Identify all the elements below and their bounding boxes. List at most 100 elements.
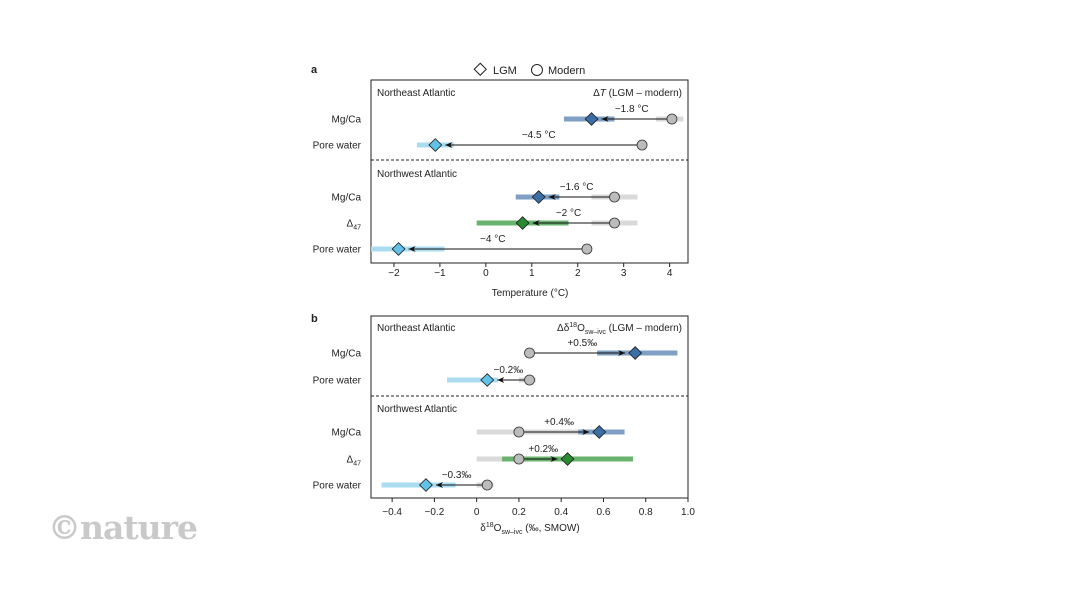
row-label: Mg/Ca xyxy=(332,115,362,126)
panel-a-header-delta: Δ xyxy=(593,88,600,99)
change-arrow-head xyxy=(497,377,505,383)
panel-b-header: Δδ18Osw–ivc (LGM – modern) xyxy=(557,322,682,336)
change-arrow-head xyxy=(532,220,540,226)
panel-b: b Northeast Atlantic Northwest Atlantic … xyxy=(311,313,695,536)
row-label-sub: 47 xyxy=(353,461,361,468)
legend-modern-label: Modern xyxy=(548,65,585,77)
row-label: Mg/Ca xyxy=(332,349,362,360)
lgm-marker xyxy=(419,478,433,492)
panel-b-header-sub: sw–ivc xyxy=(585,329,607,336)
row-label: Mg/Ca xyxy=(332,193,362,204)
panel-b-region-northwest: Northwest Atlantic xyxy=(377,404,457,415)
delta-label: +0.2‰ xyxy=(528,444,558,455)
change-arrow-head xyxy=(445,142,453,148)
panel-b-x-axis-title: δ18Osw–ivc (‰, SMOW) xyxy=(480,522,579,536)
change-arrow-head xyxy=(550,456,558,462)
delta-label: −4 °C xyxy=(480,234,505,245)
delta-label: −1.6 °C xyxy=(560,182,594,193)
row-label: Pore water xyxy=(313,141,362,152)
row-label: Mg/Ca xyxy=(332,428,362,439)
panel-b-xlabel-main: δ xyxy=(480,523,486,534)
panel-a-x-axis-title: Temperature (°C) xyxy=(492,288,569,299)
modern-marker xyxy=(636,139,648,151)
modern-marker xyxy=(524,347,535,359)
delta-label: −2 °C xyxy=(556,208,581,219)
x-tick-label: −1 xyxy=(434,268,446,279)
modern-marker xyxy=(609,191,620,203)
delta-label: −0.3‰ xyxy=(442,470,472,481)
x-tick-label: 0 xyxy=(483,268,489,279)
change-arrow-head xyxy=(618,350,626,356)
delta-label: −0.2‰ xyxy=(493,365,523,376)
delta-label: −1.8 °C xyxy=(615,104,649,115)
modern-marker xyxy=(513,453,525,465)
panel-a-region-northwest: Northwest Atlantic xyxy=(377,169,457,180)
modern-marker xyxy=(524,374,535,386)
x-tick-label: 0 xyxy=(474,507,480,518)
panel-b-xlabel-tail: (‰, SMOW) xyxy=(522,523,579,534)
x-tick-label: 2 xyxy=(575,268,581,279)
modern-marker xyxy=(581,243,593,255)
panel-a-region-northeast: Northeast Atlantic xyxy=(377,88,455,99)
lgm-marker xyxy=(428,138,443,152)
lgm-marker xyxy=(628,346,643,360)
x-tick-label: 0.6 xyxy=(597,507,611,518)
x-tick-label: −0.2 xyxy=(425,507,445,518)
panel-b-xlabel-sub: sw–ivc xyxy=(501,529,523,536)
lgm-marker xyxy=(515,216,530,230)
delta-label: +0.4‰ xyxy=(544,417,574,428)
panel-a-label: a xyxy=(311,64,318,76)
panel-b-xlabel-sup: 18 xyxy=(486,522,494,529)
modern-marker xyxy=(513,426,525,438)
panel-b-header-tail: (LGM – modern) xyxy=(606,323,682,334)
lgm-marker xyxy=(560,452,575,466)
panel-a-header: ΔT (LGM – modern) xyxy=(593,88,682,99)
legend-modern-circle-icon xyxy=(531,64,543,76)
legend-lgm-label: LGM xyxy=(493,65,517,77)
panel-a-header-tail: (LGM – modern) xyxy=(606,88,682,99)
panel-a: a Northeast Atlantic Northwest Atlantic … xyxy=(311,64,689,299)
panel-b-header-main: Δδ xyxy=(557,323,570,334)
modern-marker xyxy=(609,217,620,229)
legend-lgm-diamond-icon xyxy=(473,62,487,76)
lgm-marker xyxy=(391,242,406,256)
panel-b-header-o: O xyxy=(577,323,585,334)
lgm-marker xyxy=(584,112,599,126)
change-arrow-head xyxy=(435,482,443,488)
modern-marker xyxy=(481,479,493,491)
row-label: Δ47 xyxy=(347,219,362,232)
x-tick-label: 3 xyxy=(621,268,627,279)
change-arrow-head xyxy=(601,116,609,122)
panel-b-xlabel-o: O xyxy=(494,523,502,534)
row-label-sub: 47 xyxy=(353,225,361,232)
row-label: Pore water xyxy=(313,245,362,256)
lgm-marker xyxy=(592,425,607,439)
x-tick-label: 1.0 xyxy=(681,507,695,518)
x-tick-label: 4 xyxy=(667,268,673,279)
change-arrow-head xyxy=(408,246,416,252)
change-arrow-head xyxy=(582,429,590,435)
row-label: Pore water xyxy=(313,376,362,387)
modern-marker xyxy=(666,113,678,125)
change-arrow-head xyxy=(548,194,556,200)
x-tick-label: −2 xyxy=(388,268,400,279)
panel-b-region-northeast: Northeast Atlantic xyxy=(377,323,455,334)
x-tick-label: −0.4 xyxy=(382,507,402,518)
panel-b-frame xyxy=(370,315,689,499)
delta-label: +0.5‰ xyxy=(567,338,597,349)
panel-b-marks: −0.4 −0.2 0 0.2 0.4 0.6 0.8 1.0 Mg/Ca +0.5‰ Pore w… xyxy=(313,338,696,518)
panel-a-frame xyxy=(370,79,689,264)
x-tick-label: 1 xyxy=(529,268,535,279)
lgm-marker xyxy=(531,190,546,204)
legend: LGM Modern xyxy=(473,62,585,77)
panel-a-marks: −2 −1 0 1 2 3 4 Mg/Ca −1.8 °C Pore water −4.5 °C Mg… xyxy=(313,104,684,279)
row-label: Pore water xyxy=(313,481,362,492)
delta-label: −4.5 °C xyxy=(522,130,556,141)
x-tick-label: 0.2 xyxy=(512,507,526,518)
panel-b-label: b xyxy=(311,313,318,325)
row-label-main: Δ xyxy=(347,455,354,466)
panel-a-header-t: T xyxy=(600,88,607,99)
nature-watermark: ©nature xyxy=(48,508,198,547)
x-tick-label: 0.4 xyxy=(554,507,568,518)
